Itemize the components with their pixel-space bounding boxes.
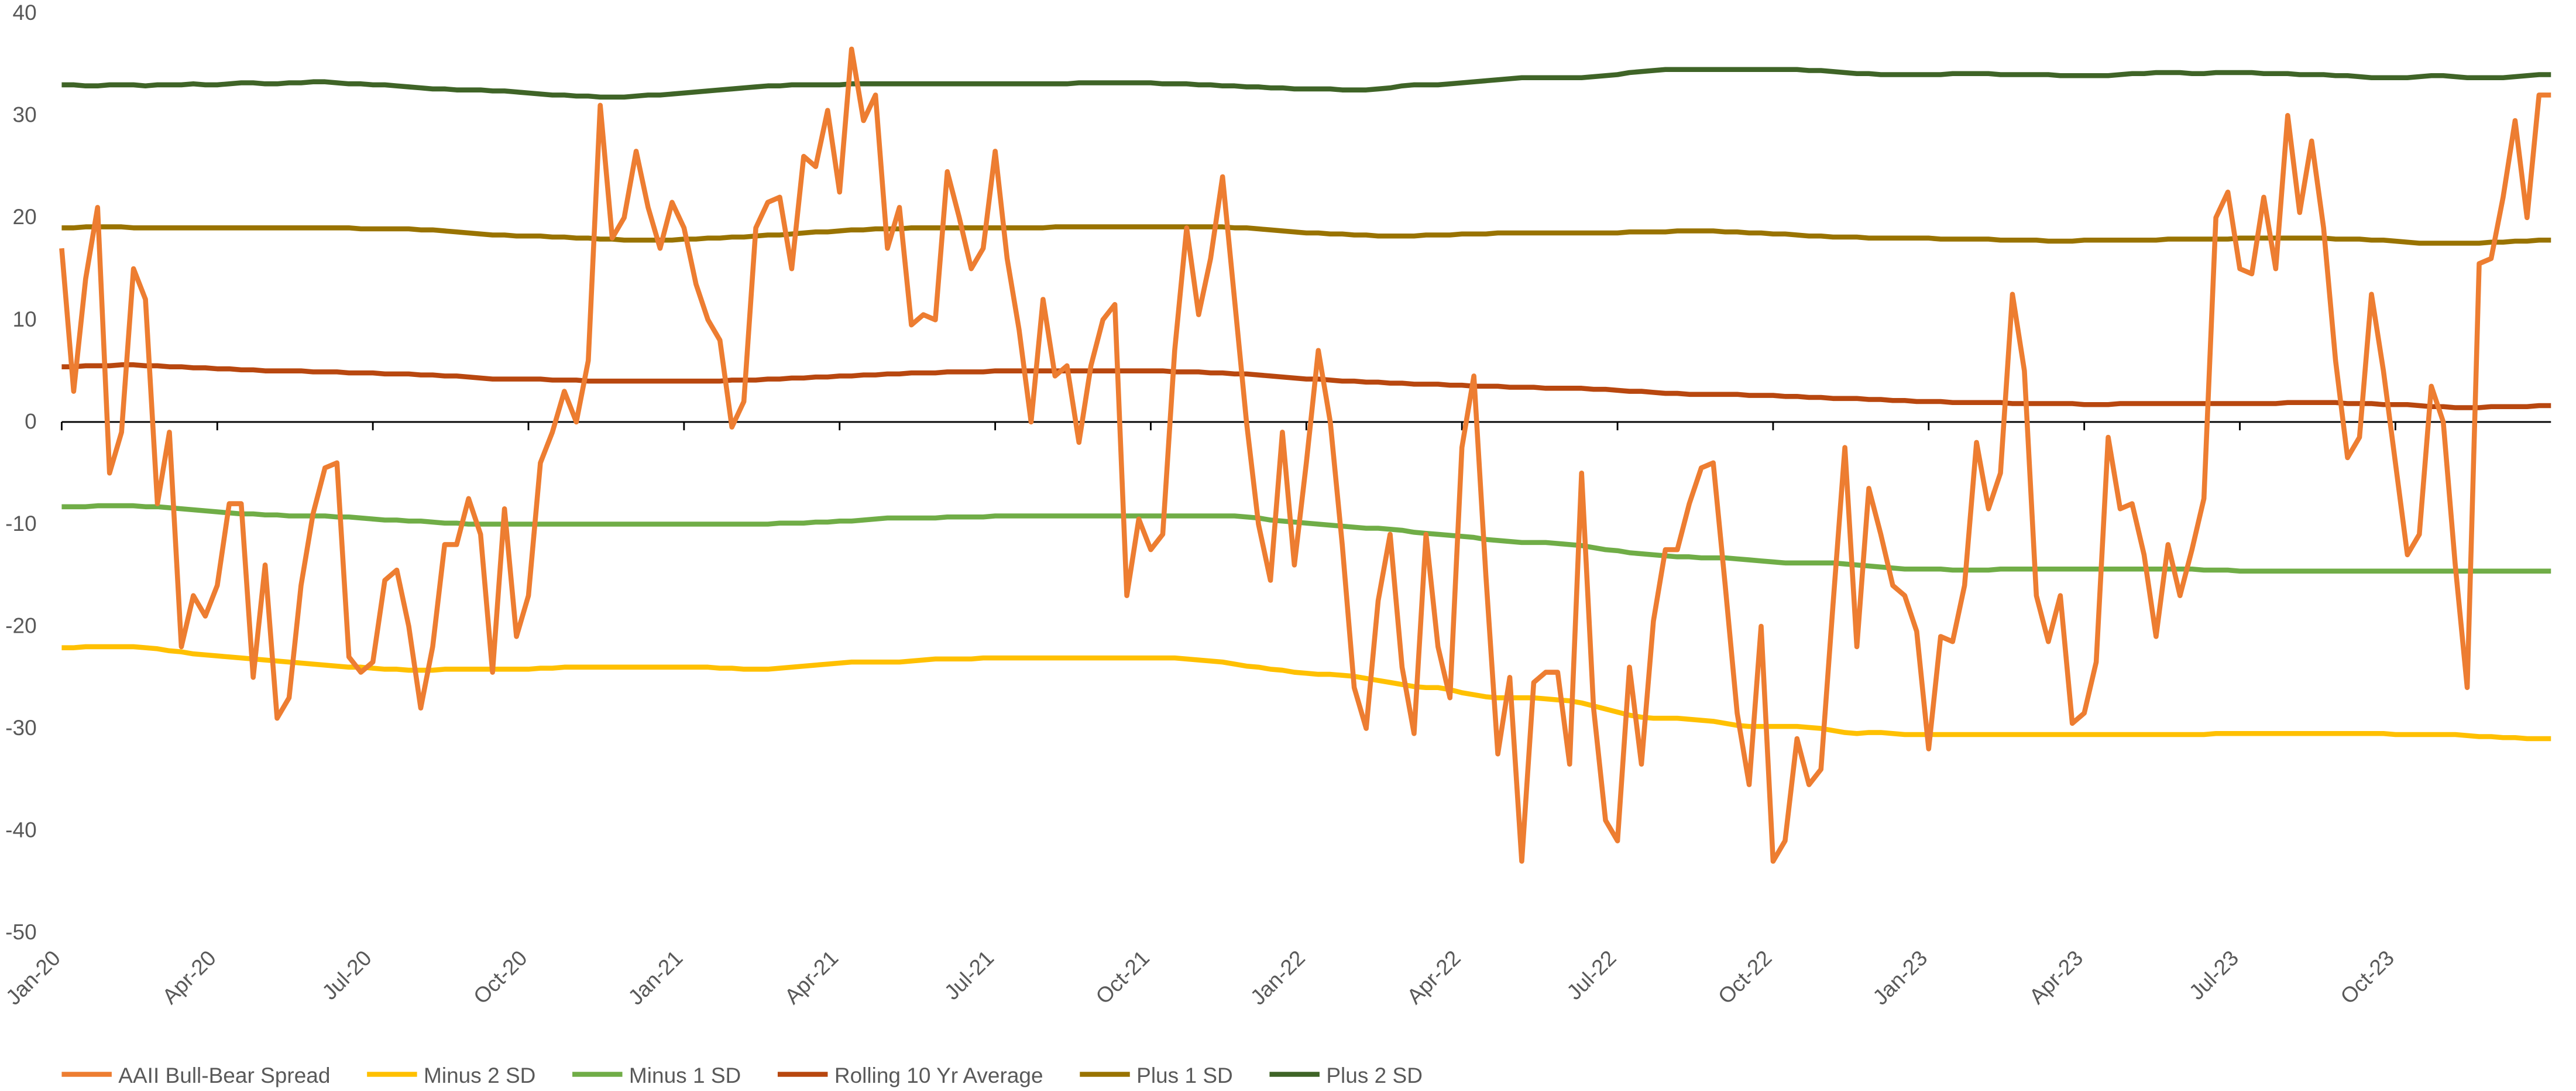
- x-tick-label: Oct-21: [1091, 945, 1154, 1008]
- y-tick-label: 10: [13, 307, 37, 331]
- legend-label: Rolling 10 Yr Average: [834, 1063, 1043, 1087]
- y-tick-label: -10: [5, 511, 37, 536]
- x-tick-label: Jul-20: [317, 945, 376, 1004]
- x-tick-label: Jul-22: [1562, 945, 1621, 1004]
- x-tick-label: Jul-21: [939, 945, 998, 1004]
- x-tick-label: Jan-20: [1, 945, 65, 1010]
- x-tick-label: Apr-20: [157, 945, 221, 1008]
- y-tick-label: 0: [25, 409, 37, 433]
- legend-label: Minus 2 SD: [424, 1063, 535, 1087]
- series-line: [61, 67, 2551, 100]
- x-tick-label: Oct-20: [468, 945, 531, 1008]
- y-tick-label: -40: [5, 818, 37, 842]
- x-tick-label: Apr-23: [2024, 945, 2087, 1008]
- x-tick-label: Jan-22: [1245, 945, 1310, 1010]
- x-tick-label: Oct-22: [1713, 945, 1776, 1008]
- x-tick-label: Jul-23: [2184, 945, 2243, 1004]
- series-line: [59, 46, 2551, 864]
- series-line: [61, 224, 2551, 246]
- x-tick-label: Jan-23: [1868, 945, 1932, 1010]
- legend-label: Plus 2 SD: [1326, 1063, 1423, 1087]
- series-line: [61, 644, 2551, 742]
- y-tick-label: 40: [13, 0, 37, 25]
- legend-label: Minus 1 SD: [629, 1063, 741, 1087]
- y-tick-label: -30: [5, 715, 37, 740]
- x-tick-label: Jan-21: [623, 945, 688, 1010]
- x-tick-label: Apr-21: [779, 945, 843, 1008]
- legend-label: AAII Bull-Bear Spread: [118, 1063, 330, 1087]
- y-tick-label: -20: [5, 613, 37, 637]
- x-tick-label: Apr-22: [1402, 945, 1465, 1008]
- series-line: [61, 362, 2551, 410]
- series-line: [61, 503, 2551, 574]
- legend-label: Plus 1 SD: [1136, 1063, 1233, 1087]
- y-tick-label: 20: [13, 204, 37, 229]
- x-tick-label: Oct-23: [2335, 945, 2399, 1008]
- y-tick-label: 30: [13, 102, 37, 127]
- legend: AAII Bull-Bear Spread Minus 2 SD Minus 1 S…: [61, 1063, 1423, 1087]
- y-tick-label: -50: [5, 920, 37, 944]
